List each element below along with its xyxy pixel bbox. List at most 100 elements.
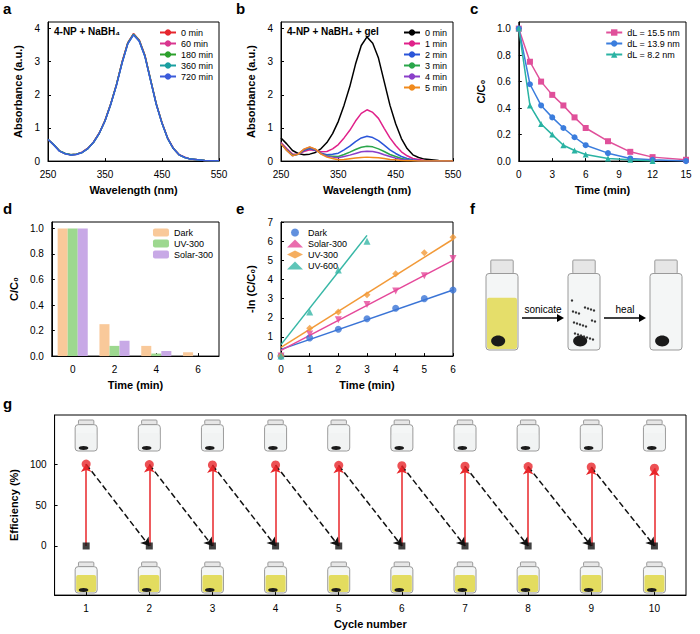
svg-text:Absorbance (a.u.): Absorbance (a.u.) — [245, 45, 257, 138]
svg-text:Solar-300: Solar-300 — [174, 250, 213, 260]
svg-text:C/C₀: C/C₀ — [8, 277, 20, 301]
svg-text:4-NP + NaBH₄ + gel: 4-NP + NaBH₄ + gel — [287, 26, 379, 37]
svg-text:12: 12 — [647, 169, 659, 180]
svg-text:3: 3 — [549, 169, 555, 180]
svg-text:1: 1 — [267, 122, 273, 133]
svg-text:Absorbance (a.u.): Absorbance (a.u.) — [12, 45, 24, 138]
svg-text:1: 1 — [83, 603, 89, 614]
svg-text:7: 7 — [462, 603, 468, 614]
svg-text:4: 4 — [267, 274, 273, 285]
svg-text:9: 9 — [616, 169, 622, 180]
svg-text:2: 2 — [267, 312, 273, 323]
svg-text:550: 550 — [211, 169, 228, 180]
svg-text:550: 550 — [445, 169, 462, 180]
svg-text:3: 3 — [267, 293, 273, 304]
svg-text:0.0: 0.0 — [30, 351, 44, 362]
svg-text:g: g — [3, 395, 12, 412]
svg-text:f: f — [470, 200, 476, 217]
svg-text:4: 4 — [273, 603, 279, 614]
svg-text:Efficiency (%): Efficiency (%) — [8, 469, 20, 541]
svg-text:0: 0 — [70, 364, 76, 375]
svg-text:UV-600: UV-600 — [308, 261, 338, 271]
svg-text:3: 3 — [34, 56, 40, 67]
svg-text:0: 0 — [41, 540, 47, 551]
svg-text:0: 0 — [278, 364, 284, 375]
svg-text:0: 0 — [267, 156, 273, 167]
svg-text:d: d — [3, 200, 12, 217]
svg-text:0.2: 0.2 — [30, 325, 44, 336]
svg-text:1: 1 — [307, 364, 313, 375]
svg-text:2: 2 — [267, 89, 273, 100]
svg-text:Solar-300: Solar-300 — [308, 239, 347, 249]
svg-text:4: 4 — [393, 364, 399, 375]
svg-text:10: 10 — [649, 603, 661, 614]
svg-text:0: 0 — [516, 169, 522, 180]
svg-text:8: 8 — [525, 603, 531, 614]
svg-text:4: 4 — [34, 23, 40, 34]
svg-text:450: 450 — [387, 169, 404, 180]
svg-text:b: b — [236, 0, 245, 17]
svg-text:0.4: 0.4 — [497, 103, 511, 114]
svg-text:720 min: 720 min — [181, 72, 213, 82]
svg-text:0.6: 0.6 — [497, 76, 511, 87]
svg-text:1: 1 — [34, 122, 40, 133]
svg-text:0.8: 0.8 — [497, 50, 511, 61]
svg-text:250: 250 — [273, 169, 290, 180]
svg-text:Time (min): Time (min) — [108, 379, 164, 391]
svg-text:dL = 13.9 nm: dL = 13.9 nm — [627, 39, 679, 49]
svg-text:5: 5 — [267, 255, 273, 266]
svg-text:0.8: 0.8 — [30, 248, 44, 259]
svg-text:0 min: 0 min — [181, 28, 203, 38]
svg-text:1.0: 1.0 — [497, 23, 511, 34]
svg-text:6: 6 — [399, 603, 405, 614]
svg-text:heal: heal — [616, 304, 635, 315]
svg-text:0: 0 — [267, 351, 273, 362]
svg-text:7: 7 — [267, 217, 273, 228]
svg-text:Wavelength (nm): Wavelength (nm) — [323, 184, 412, 196]
svg-text:5: 5 — [336, 603, 342, 614]
svg-text:4: 4 — [267, 23, 273, 34]
svg-text:6: 6 — [267, 236, 273, 247]
svg-text:c: c — [470, 0, 478, 17]
svg-text:a: a — [3, 0, 12, 17]
svg-text:5 min: 5 min — [425, 83, 447, 93]
svg-text:9: 9 — [589, 603, 595, 614]
svg-text:Wavelength (nm): Wavelength (nm) — [89, 184, 178, 196]
svg-text:dL = 8.2 nm: dL = 8.2 nm — [627, 50, 674, 60]
svg-text:0.2: 0.2 — [497, 129, 511, 140]
svg-text:6: 6 — [450, 364, 456, 375]
svg-text:Time (min): Time (min) — [339, 379, 395, 391]
svg-text:3 min: 3 min — [425, 61, 447, 71]
svg-text:C/C₀: C/C₀ — [475, 80, 487, 104]
svg-text:UV-300: UV-300 — [174, 239, 204, 249]
svg-text:Dark: Dark — [174, 228, 194, 238]
svg-text:0.4: 0.4 — [30, 300, 44, 311]
svg-text:Time (min): Time (min) — [575, 184, 631, 196]
svg-text:350: 350 — [97, 169, 114, 180]
svg-text:2: 2 — [147, 603, 153, 614]
svg-text:0.0: 0.0 — [497, 156, 511, 167]
svg-text:Dark: Dark — [308, 228, 328, 238]
svg-text:360 min: 360 min — [181, 61, 213, 71]
svg-text:4-NP + NaBH₄: 4-NP + NaBH₄ — [54, 26, 120, 37]
svg-text:dL = 15.5 nm: dL = 15.5 nm — [627, 28, 679, 38]
svg-text:6: 6 — [583, 169, 589, 180]
svg-text:1 min: 1 min — [425, 39, 447, 49]
svg-text:5: 5 — [422, 364, 428, 375]
svg-text:0.6: 0.6 — [30, 274, 44, 285]
svg-text:-ln (C/C₀): -ln (C/C₀) — [245, 265, 257, 313]
svg-text:60 min: 60 min — [181, 39, 208, 49]
svg-text:450: 450 — [154, 169, 171, 180]
svg-text:6: 6 — [195, 364, 201, 375]
svg-text:15: 15 — [680, 169, 692, 180]
svg-text:180 min: 180 min — [181, 50, 213, 60]
svg-text:2: 2 — [112, 364, 118, 375]
svg-text:50: 50 — [35, 500, 47, 511]
svg-text:3: 3 — [364, 364, 370, 375]
svg-text:0 min: 0 min — [425, 28, 447, 38]
svg-text:2: 2 — [336, 364, 342, 375]
svg-text:250: 250 — [40, 169, 57, 180]
svg-text:4 min: 4 min — [425, 72, 447, 82]
svg-text:2: 2 — [34, 89, 40, 100]
svg-text:4: 4 — [154, 364, 160, 375]
